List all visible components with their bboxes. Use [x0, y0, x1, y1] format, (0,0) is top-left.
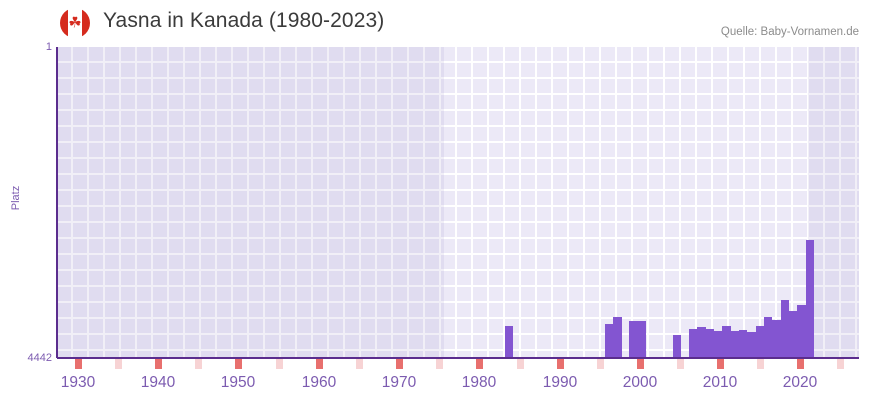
x-axis-line	[57, 357, 859, 359]
plot-area	[57, 47, 859, 358]
bar-2011	[722, 326, 731, 358]
bar-2010	[714, 331, 722, 358]
bar-2021	[806, 240, 814, 358]
shaded-region-pre-1980	[57, 47, 444, 358]
x-tick-1980	[476, 359, 483, 369]
x-label-2010: 2010	[702, 374, 738, 391]
x-label-1970: 1970	[381, 374, 417, 391]
bar-2014	[747, 332, 756, 358]
shaded-region-post-2023	[808, 47, 859, 358]
x-tick-minor-5	[517, 359, 524, 369]
bar-2009	[706, 329, 714, 358]
maple-leaf-icon: ☘	[68, 14, 82, 32]
x-tick-minor-6	[597, 359, 604, 369]
bar-2001	[638, 321, 646, 358]
bar-1984	[505, 326, 513, 358]
bar-1999	[613, 317, 622, 358]
x-label-2000: 2000	[622, 374, 658, 391]
source-note: Quelle: Baby-Vornamen.de	[720, 26, 859, 38]
x-tick-minor-4	[436, 359, 443, 369]
x-tick-minor-7	[677, 359, 684, 369]
bar-2020	[797, 305, 806, 358]
bar-2013	[739, 330, 747, 358]
x-tick-2020	[797, 359, 804, 369]
flag-band-right	[82, 8, 90, 38]
x-label-1950: 1950	[220, 374, 256, 391]
x-tick-2000	[637, 359, 644, 369]
chart-header: ☘ Yasna in Kanada (1980-2023) Quelle: Ba…	[0, 0, 873, 44]
bar-2005	[673, 335, 681, 358]
x-tick-1940	[155, 359, 162, 369]
x-label-1930: 1930	[60, 374, 96, 391]
bar-2015	[756, 326, 764, 358]
bar-2007	[689, 329, 697, 358]
x-tick-minor-8	[757, 359, 764, 369]
x-label-1960: 1960	[301, 374, 337, 391]
y-axis-tick-bottom: 4442	[27, 352, 52, 364]
bar-2017	[772, 320, 781, 358]
x-tick-1950	[235, 359, 242, 369]
x-tick-1930	[75, 359, 82, 369]
x-tick-minor-1	[195, 359, 202, 369]
x-label-1990: 1990	[542, 374, 578, 391]
x-label-1980: 1980	[461, 374, 497, 391]
y-axis-tick-top: 1	[45, 41, 52, 53]
bar-2018	[781, 300, 789, 358]
x-tick-1990	[557, 359, 564, 369]
page-title: Yasna in Kanada (1980-2023)	[103, 9, 385, 32]
bar-1998	[605, 324, 613, 358]
x-tick-minor-3	[356, 359, 363, 369]
y-axis-label: Platz	[10, 185, 22, 211]
x-tick-minor-2	[276, 359, 283, 369]
x-tick-2010	[717, 359, 724, 369]
bar-2016	[764, 317, 772, 358]
x-label-1940: 1940	[140, 374, 176, 391]
x-tick-1960	[316, 359, 323, 369]
bar-2008	[697, 327, 706, 358]
canada-flag-icon: ☘	[60, 8, 90, 38]
y-axis-line	[56, 47, 58, 358]
x-tick-minor-0	[115, 359, 122, 369]
x-tick-minor-9	[837, 359, 844, 369]
flag-band-left	[60, 8, 68, 38]
x-tick-1970	[396, 359, 403, 369]
x-label-2020: 2020	[782, 374, 818, 391]
bar-2019	[789, 311, 797, 358]
bar-2012	[731, 331, 739, 358]
bar-2000	[629, 321, 638, 358]
